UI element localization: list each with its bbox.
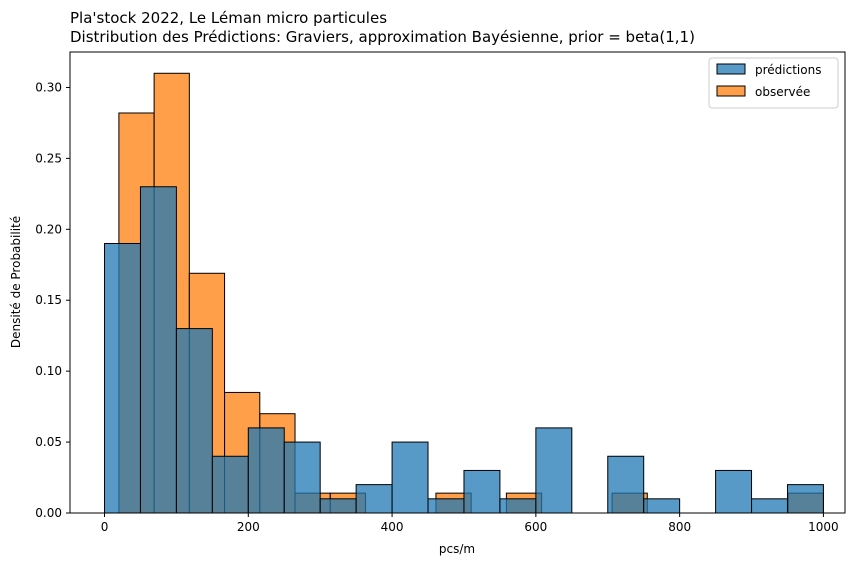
y-tick-label-5: 0.25 [35, 151, 62, 165]
prediction-bar-6 [319, 498, 357, 514]
x-tick-label-1: 200 [237, 520, 260, 534]
y-tick-label-1: 0.05 [35, 435, 62, 449]
legend: prédictions observée [708, 57, 839, 109]
prediction-bar-9 [427, 498, 465, 514]
y-axis: 0.00 0.05 0.10 0.15 0.20 0.25 0.30 [35, 80, 70, 520]
prediction-bar-5 [283, 441, 321, 514]
x-tick-label-0: 0 [101, 520, 109, 534]
legend-swatch-predictions [716, 63, 746, 75]
x-tick-label-5: 1000 [808, 520, 839, 534]
y-tick-label-0: 0.00 [35, 506, 62, 520]
x-tick-label-3: 600 [524, 520, 547, 534]
prediction-bar-1 [139, 186, 177, 514]
y-tick-label-4: 0.20 [35, 222, 62, 236]
prediction-bar-14 [643, 498, 681, 514]
legend-label-predictions: prédictions [755, 63, 821, 77]
chart-title-line1: Pla'stock 2022, Le Léman micro particule… [70, 9, 387, 27]
legend-swatch-observed [716, 85, 746, 97]
prediction-bar-10 [463, 469, 501, 514]
prediction-bar-16 [751, 498, 788, 514]
prediction-bar-17 [786, 484, 824, 514]
observed-bars [118, 72, 824, 514]
prediction-bar-15 [715, 469, 753, 514]
chart-title-line2: Distribution des Prédictions: Graviers, … [70, 28, 695, 46]
prediction-bar-13 [607, 455, 645, 514]
prediction-bar-11 [499, 498, 537, 514]
x-tick-label-4: 800 [668, 520, 691, 534]
prediction-bar-12 [535, 427, 573, 514]
prediction-bar-7 [355, 484, 393, 514]
x-axis-label: pcs/m [439, 542, 475, 556]
prediction-bar-4 [247, 427, 285, 514]
prediction-bar-8 [391, 441, 429, 514]
prediction-bars [104, 186, 824, 514]
prediction-bar-3 [211, 455, 249, 514]
prediction-bar-0 [104, 242, 141, 514]
y-tick-label-6: 0.30 [35, 80, 62, 94]
plot-area-frame [69, 51, 846, 514]
legend-label-observed: observée [755, 85, 810, 99]
x-tick-label-2: 400 [381, 520, 404, 534]
y-tick-label-3: 0.15 [35, 293, 62, 307]
y-tick-label-2: 0.10 [35, 364, 62, 378]
prediction-bar-2 [175, 328, 213, 514]
x-axis: 0 200 400 600 800 1000 [101, 513, 839, 534]
y-axis-label: Densité de Probabilité [9, 216, 23, 348]
